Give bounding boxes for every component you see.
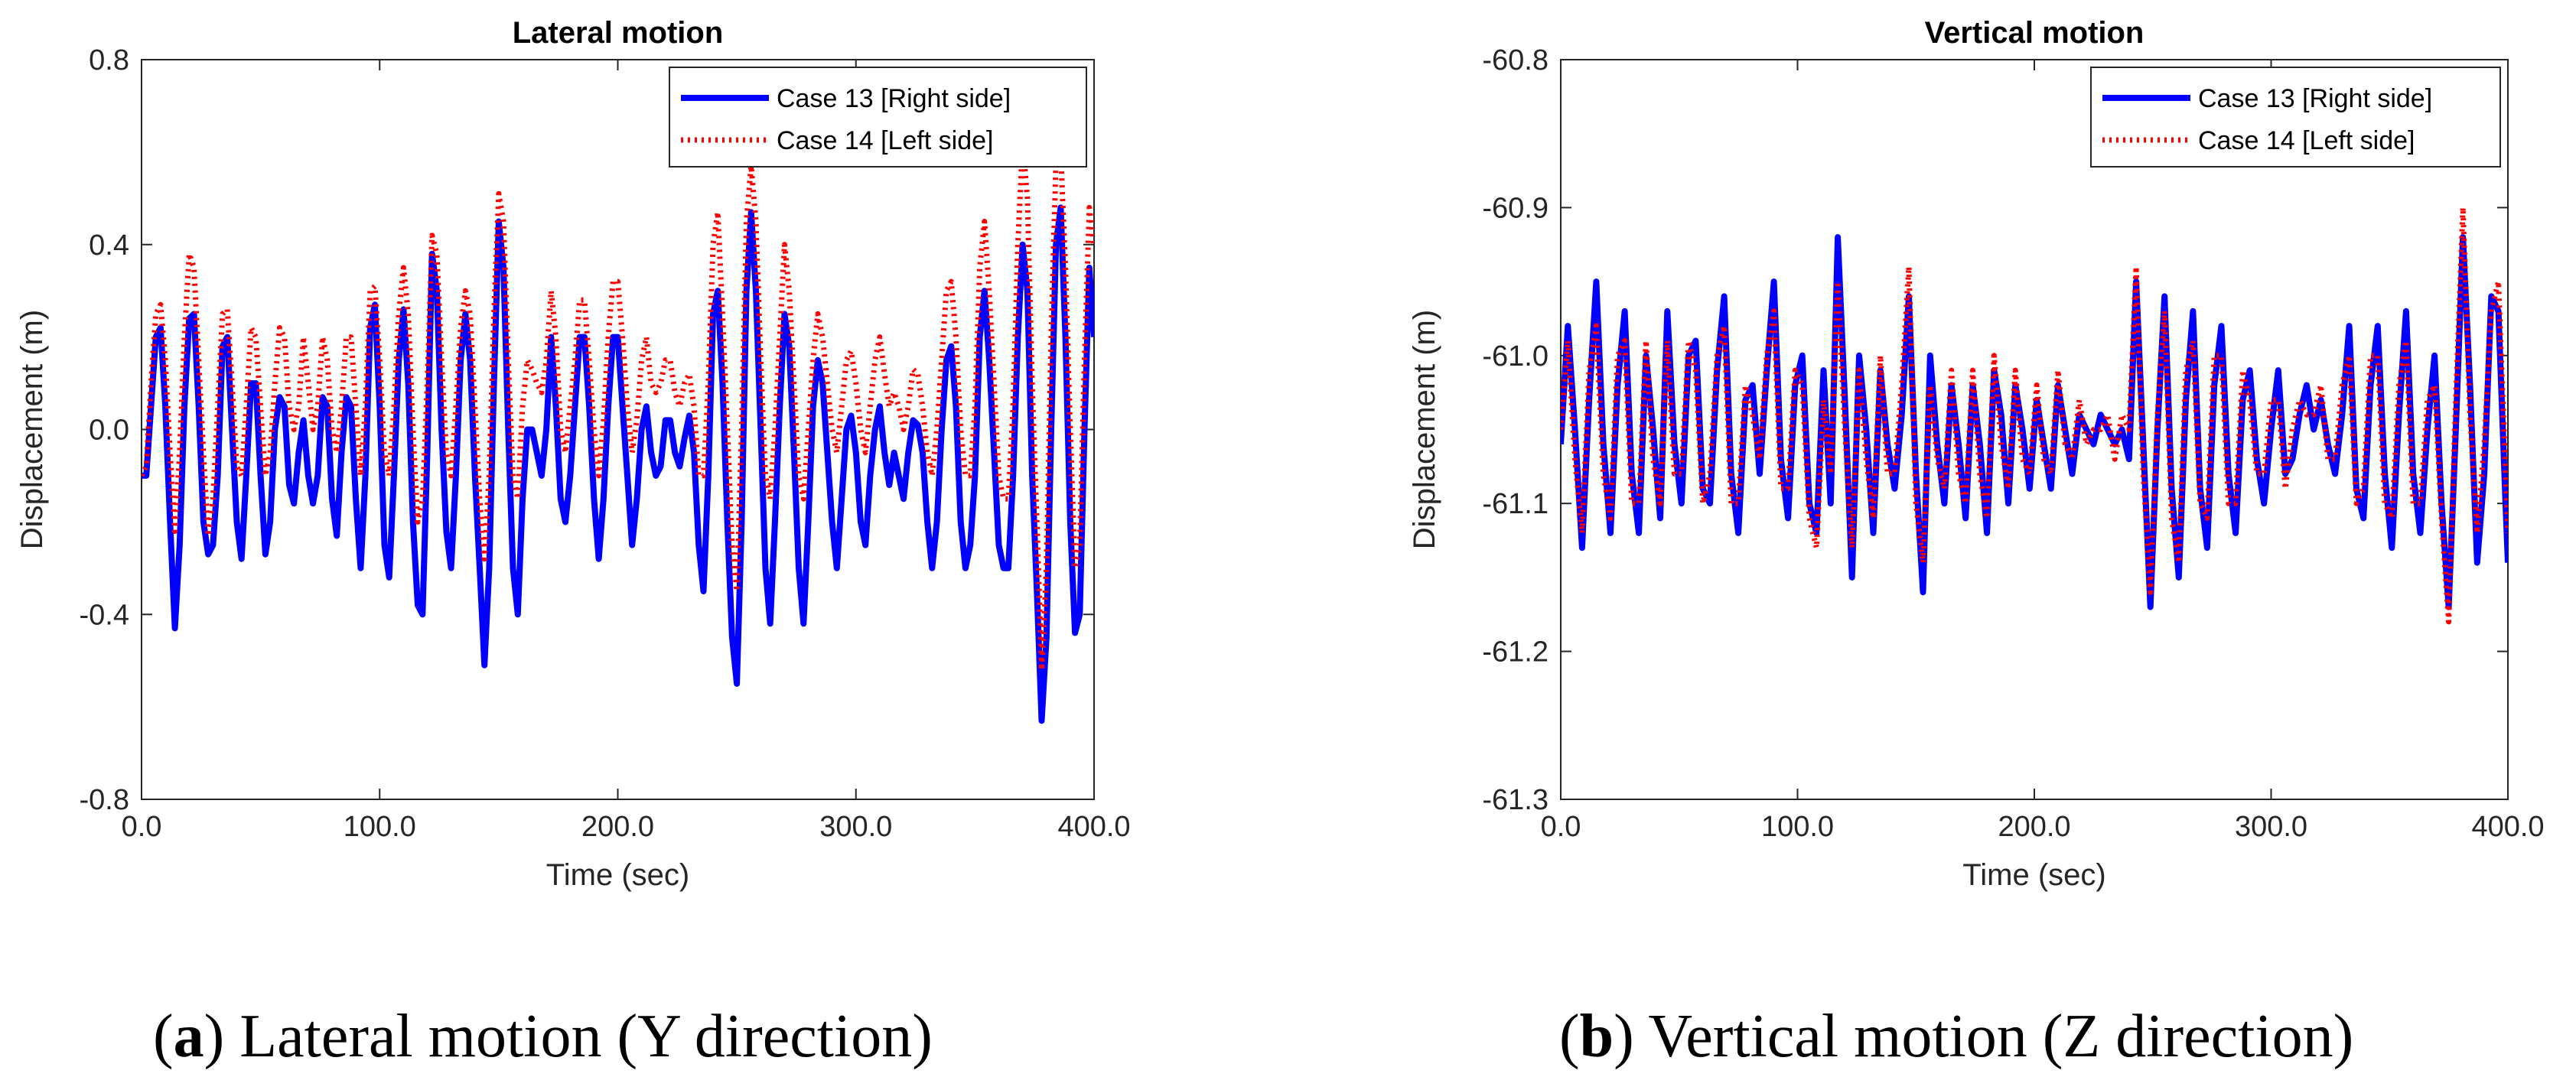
x-tick-label: 300.0 bbox=[819, 811, 892, 843]
x-tick-label: 400.0 bbox=[2471, 811, 2544, 843]
caption-b: (b) Vertical motion (Z direction) bbox=[1559, 1003, 2354, 1070]
x-axis-label: Time (sec) bbox=[1962, 858, 2105, 892]
series-line-1 bbox=[142, 204, 1094, 724]
legend-label-2: Case 14 [Left side] bbox=[777, 126, 994, 155]
y-tick-label: -0.4 bbox=[80, 599, 129, 631]
y-tick-label: -61.1 bbox=[1482, 488, 1549, 520]
x-tick-label: 0.0 bbox=[122, 811, 162, 843]
y-tick-label: -60.9 bbox=[1482, 192, 1549, 224]
chart-lateral-motion: Lateral motion 0.0 100.0 200.0 300.0 400.0 -0.… bbox=[15, 16, 1131, 892]
caption-b-letter: b bbox=[1579, 1003, 1614, 1070]
legend-label-1: Case 13 [Right side] bbox=[777, 84, 1011, 113]
legend-label-1: Case 13 [Right side] bbox=[2198, 84, 2432, 113]
x-tick-label: 200.0 bbox=[1998, 811, 2070, 843]
chart-title: Lateral motion bbox=[513, 16, 724, 50]
x-tick-label: 400.0 bbox=[1057, 811, 1130, 843]
x-tick-label: 100.0 bbox=[1761, 811, 1834, 843]
y-tick-label: -0.8 bbox=[80, 784, 129, 816]
series-line-2 bbox=[1561, 204, 2508, 625]
caption-b-text: Vertical motion (Z direction) bbox=[1633, 1003, 2354, 1070]
chart-title: Vertical motion bbox=[1925, 16, 2144, 50]
x-tick-label: 300.0 bbox=[2235, 811, 2307, 843]
x-tick-label: 100.0 bbox=[344, 811, 416, 843]
legend-label-2: Case 14 [Left side] bbox=[2198, 126, 2415, 155]
y-axis-label: Displacement (m) bbox=[15, 310, 49, 549]
y-tick-label: 0.0 bbox=[89, 415, 129, 447]
x-axis-label: Time (sec) bbox=[546, 858, 689, 892]
x-tick-label: 0.0 bbox=[1541, 811, 1581, 843]
y-tick-label: 0.8 bbox=[89, 44, 129, 76]
y-tick-label: -61.0 bbox=[1482, 340, 1549, 373]
caption-a-text: Lateral motion (Y direction) bbox=[224, 1003, 933, 1070]
legend bbox=[669, 67, 1087, 168]
y-tick-label: -61.2 bbox=[1482, 636, 1549, 669]
caption-a-letter: a bbox=[173, 1003, 204, 1070]
caption-a: (a) Lateral motion (Y direction) bbox=[153, 1003, 933, 1070]
x-tick-label: 200.0 bbox=[581, 811, 654, 843]
y-axis-label: Displacement (m) bbox=[1408, 310, 1441, 549]
series-line-2 bbox=[142, 140, 1094, 673]
y-tick-label: -61.3 bbox=[1482, 784, 1549, 816]
chart-vertical-motion: Vertical motion 0.0 100.0 200.0 300.0 400.0 -6… bbox=[1408, 16, 2545, 892]
legend bbox=[2090, 67, 2501, 168]
y-tick-label: -60.8 bbox=[1482, 44, 1549, 76]
y-tick-label: 0.4 bbox=[89, 229, 129, 262]
